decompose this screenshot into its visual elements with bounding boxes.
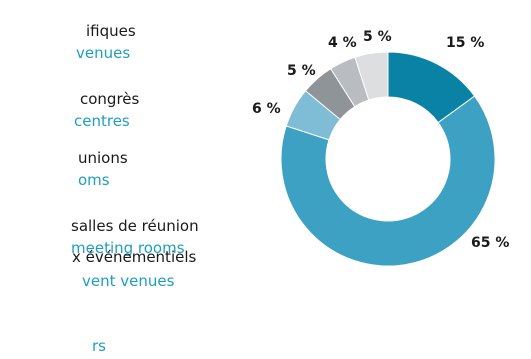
slice-label: 5 %	[363, 29, 392, 45]
slice-label: 65 %	[471, 235, 509, 251]
legend-item: ifiques venues	[0, 22, 230, 68]
legend-label-en: venues	[76, 44, 131, 62]
legend-label-en: rs	[92, 337, 106, 355]
donut-chart: 15 % 65 % 6 % 5 % 4 % 5 %	[252, 29, 509, 267]
legend-label-fr: x événementiels	[72, 248, 197, 266]
slice-label: 15 %	[446, 35, 484, 51]
legend-item: congrès centres	[0, 90, 230, 136]
slice-label: 6 %	[252, 101, 281, 117]
legend-label-en: centres	[74, 112, 130, 130]
donut-slice	[280, 95, 496, 267]
slice-label: 4 %	[328, 35, 357, 51]
legend-label-fr: salles de réunion	[71, 217, 199, 235]
donut-slice	[354, 51, 389, 101]
legend-label-en: vent venues	[82, 272, 175, 290]
legend: ifiques venues congrès centres unions om…	[0, 0, 230, 359]
legend-label-fr: congrès	[80, 90, 140, 108]
legend-item: x événementiels vent venues	[0, 248, 230, 294]
legend-item: rs	[0, 335, 230, 359]
donut-chart-container: 15 % 65 % 6 % 5 % 4 % 5 %	[220, 0, 531, 359]
legend-label-en: oms	[78, 171, 110, 189]
legend-item: salles de réunion meeting rooms	[0, 217, 230, 263]
legend-label-fr: unions	[78, 149, 128, 167]
legend-item: unions oms	[0, 149, 230, 195]
legend-label-fr: ifiques	[86, 22, 136, 40]
slice-label: 5 %	[287, 63, 316, 79]
legend-label-en: meeting rooms	[71, 239, 185, 257]
